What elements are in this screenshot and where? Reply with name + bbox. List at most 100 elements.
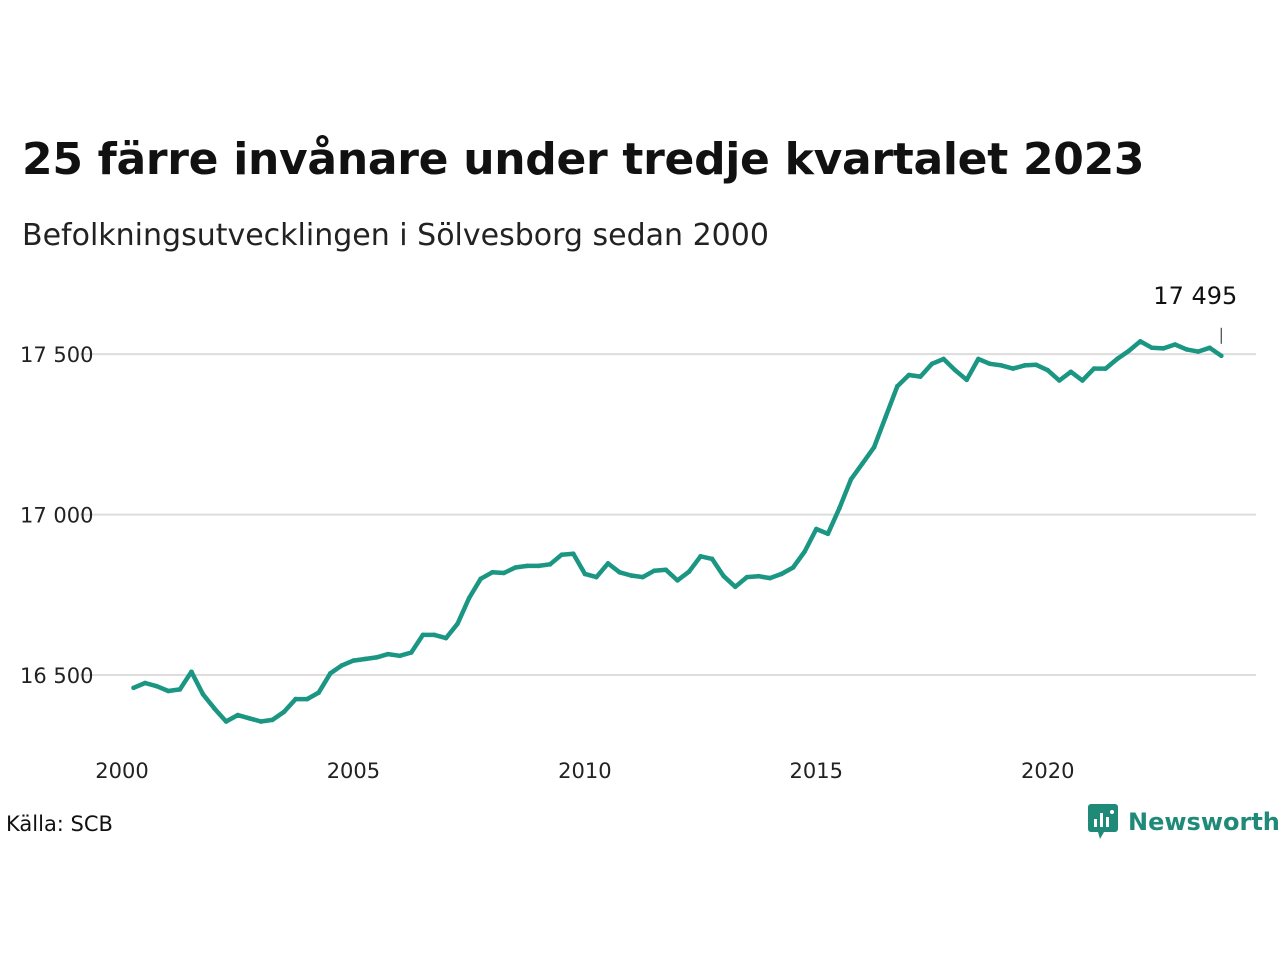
x-tick-label: 2000 bbox=[95, 759, 148, 783]
data-point bbox=[837, 505, 842, 511]
data-point bbox=[443, 635, 449, 641]
data-point bbox=[767, 575, 773, 581]
data-point bbox=[1126, 348, 1132, 354]
data-point bbox=[744, 574, 750, 580]
data-point bbox=[351, 658, 356, 663]
data-point bbox=[374, 655, 379, 660]
y-tick-label: 17 000 bbox=[20, 504, 93, 528]
data-point bbox=[1068, 369, 1074, 375]
data-point bbox=[420, 632, 426, 638]
data-point bbox=[860, 460, 865, 466]
data-point bbox=[212, 706, 217, 711]
x-tick-label: 2015 bbox=[790, 759, 843, 783]
x-tick-label: 2020 bbox=[1021, 759, 1074, 783]
data-point bbox=[1172, 342, 1178, 347]
data-point bbox=[952, 367, 958, 373]
data-point bbox=[489, 570, 495, 575]
data-point bbox=[975, 356, 981, 362]
data-point bbox=[1161, 346, 1166, 351]
chart-title: 25 färre invånare under tredje kvartalet… bbox=[22, 134, 1145, 185]
data-point bbox=[894, 383, 900, 389]
data-point bbox=[732, 584, 738, 590]
data-point bbox=[929, 361, 935, 367]
series-line bbox=[131, 339, 1224, 724]
data-point bbox=[1137, 339, 1143, 344]
data-point bbox=[536, 563, 541, 569]
data-point bbox=[605, 561, 611, 566]
data-point bbox=[1033, 362, 1039, 368]
data-point bbox=[964, 377, 970, 383]
data-point bbox=[825, 531, 831, 537]
data-point bbox=[177, 687, 183, 692]
data-point bbox=[1103, 366, 1108, 371]
data-point bbox=[871, 444, 877, 450]
data-point bbox=[200, 691, 206, 697]
data-point bbox=[756, 573, 761, 579]
data-point bbox=[1091, 366, 1097, 371]
data-point bbox=[385, 651, 391, 657]
data-point bbox=[478, 576, 484, 582]
data-point bbox=[1207, 345, 1213, 351]
data-point bbox=[779, 571, 784, 577]
data-point bbox=[223, 719, 229, 724]
data-point bbox=[547, 562, 553, 567]
data-point bbox=[663, 567, 669, 573]
data-point bbox=[709, 556, 715, 562]
last-value-annotation: 17 495 bbox=[1153, 282, 1237, 344]
chart-subtitle: Befolkningsutvecklingen i Sölvesborg sed… bbox=[22, 218, 769, 253]
data-point bbox=[594, 574, 599, 580]
data-point bbox=[142, 680, 148, 686]
series-line-group bbox=[131, 339, 1224, 724]
newsworthy-logo: Newsworthy bbox=[1088, 804, 1280, 840]
data-point bbox=[570, 551, 576, 557]
data-point bbox=[628, 573, 634, 578]
data-point bbox=[721, 573, 727, 579]
data-point bbox=[698, 553, 703, 559]
y-tick-label: 17 500 bbox=[20, 343, 93, 367]
data-point bbox=[293, 696, 298, 702]
data-point bbox=[675, 578, 680, 583]
data-point bbox=[1010, 366, 1016, 371]
data-point bbox=[246, 716, 252, 721]
data-point bbox=[327, 671, 333, 676]
data-point bbox=[1080, 378, 1085, 383]
data-point bbox=[941, 356, 946, 362]
data-point bbox=[270, 717, 275, 723]
data-point bbox=[582, 571, 588, 577]
data-point bbox=[848, 476, 854, 482]
data-point bbox=[906, 372, 912, 378]
data-point bbox=[408, 650, 414, 655]
data-point bbox=[501, 570, 507, 576]
x-tick-label: 2005 bbox=[327, 759, 380, 783]
newsworthy-logo-icon bbox=[1088, 804, 1118, 839]
data-point bbox=[1195, 349, 1201, 354]
data-point bbox=[802, 549, 808, 554]
data-point bbox=[189, 669, 194, 675]
data-point bbox=[1149, 345, 1155, 351]
data-point bbox=[258, 719, 264, 724]
data-point bbox=[1218, 353, 1224, 359]
data-point bbox=[339, 663, 345, 668]
y-tick-label: 16 500 bbox=[20, 664, 93, 688]
data-point bbox=[235, 712, 241, 718]
data-point bbox=[1114, 356, 1120, 362]
data-point bbox=[790, 565, 796, 570]
data-point bbox=[1056, 378, 1062, 383]
x-axis-ticks: 2000 2005 2010 2015 2020 bbox=[95, 759, 1074, 783]
data-point bbox=[154, 683, 160, 689]
x-tick-label: 2010 bbox=[558, 759, 611, 783]
data-point bbox=[883, 414, 889, 420]
source-note: Källa: SCB bbox=[6, 812, 113, 836]
data-point bbox=[455, 621, 460, 626]
data-point bbox=[362, 656, 368, 662]
last-value-label: 17 495 bbox=[1153, 282, 1237, 310]
data-point bbox=[304, 696, 310, 702]
y-axis-ticks: 16 500 17 000 17 500 bbox=[20, 343, 93, 688]
data-point bbox=[999, 363, 1004, 368]
data-point bbox=[918, 374, 923, 379]
data-point bbox=[1022, 363, 1027, 368]
data-point bbox=[640, 574, 646, 580]
data-point bbox=[397, 653, 403, 659]
data-point bbox=[617, 570, 622, 575]
